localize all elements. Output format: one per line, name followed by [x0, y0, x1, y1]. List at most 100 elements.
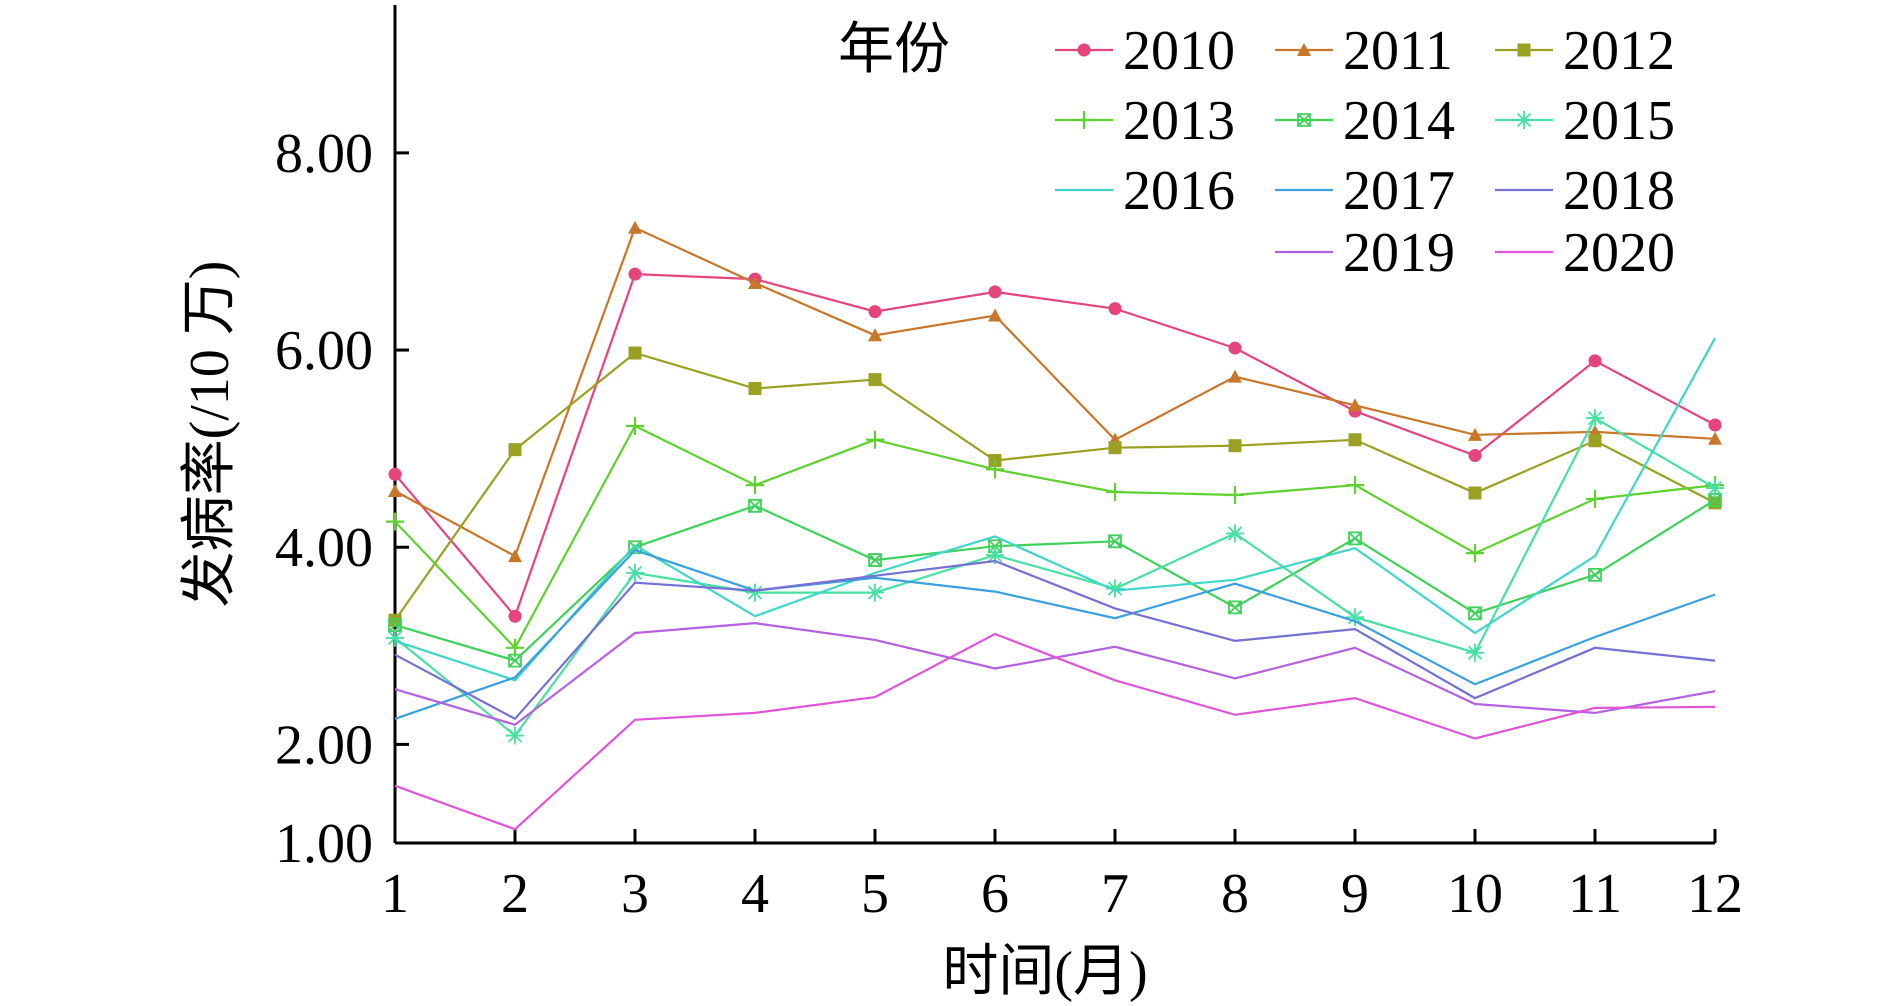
data-point-2010: [988, 285, 1002, 299]
data-point-2013: [626, 416, 644, 435]
x-tick-label: 12: [1687, 863, 1743, 925]
legend-marker-2014: [1297, 113, 1311, 127]
data-point-2014: [1468, 606, 1482, 621]
data-point-2013: [1226, 485, 1244, 504]
x-tick-label: 11: [1568, 863, 1622, 925]
legend-item-2010: 2010: [1055, 20, 1235, 82]
data-point-2012: [1588, 434, 1602, 448]
x-tick-label: 1: [381, 863, 409, 925]
data-point-2011: [1228, 369, 1242, 383]
series-2014: [388, 493, 1722, 668]
legend-marker-2012: [1517, 43, 1531, 57]
series-2019: [394, 621, 1716, 726]
x-tick-label: 4: [741, 863, 769, 925]
data-point-2015: [1706, 479, 1724, 498]
y-tick-label: 4.00: [275, 517, 373, 579]
data-point-2015: [986, 546, 1004, 565]
series-line-2020: [394, 632, 1716, 831]
data-point-2014: [1588, 567, 1602, 582]
legend-title: 年份: [838, 19, 950, 81]
data-point-2011: [1468, 427, 1482, 441]
data-point-2012: [1228, 439, 1242, 453]
legend-label-2019: 2019: [1343, 222, 1455, 284]
data-point-2013: [386, 512, 404, 531]
data-point-2013: [866, 430, 884, 449]
data-point-2015: [866, 583, 884, 602]
legend-label-2020: 2020: [1563, 222, 1675, 284]
legend-label-2018: 2018: [1563, 160, 1675, 222]
y-tick-label: 2.00: [275, 714, 373, 776]
legend-label-2014: 2014: [1343, 90, 1455, 152]
legend-item-2011: 2011: [1275, 20, 1453, 82]
legend-item-2014: 2014: [1275, 90, 1455, 152]
x-tick-label: 5: [861, 863, 889, 925]
data-point-2015: [746, 583, 764, 602]
y-axis-title: 发病率(/10 万): [179, 261, 241, 608]
x-tick-label: 2: [501, 863, 529, 925]
series-line-2018: [394, 559, 1716, 721]
legend-marker-2015: [1515, 111, 1533, 129]
data-point-2012: [628, 346, 642, 360]
y-tick-label: 1.00: [275, 813, 373, 875]
legend-label-2017: 2017: [1343, 160, 1455, 222]
series-line-2010: [394, 272, 1716, 619]
data-point-2011: [868, 328, 882, 342]
legend-marker-2011: [1297, 43, 1311, 56]
data-point-2012: [388, 613, 402, 627]
data-point-2010: [628, 267, 642, 281]
data-point-2014: [1108, 534, 1122, 549]
data-point-2013: [986, 460, 1004, 479]
legend-label-2010: 2010: [1123, 20, 1235, 82]
data-point-2014: [508, 653, 522, 668]
legend-item-2017: 2017: [1275, 160, 1455, 222]
data-point-2014: [1708, 493, 1722, 507]
data-point-2012: [508, 443, 522, 457]
legend-label-2013: 2013: [1123, 90, 1235, 152]
data-point-2010: [508, 609, 522, 623]
data-point-2013: [746, 476, 764, 495]
data-point-2011: [988, 308, 1002, 322]
legend-item-2013: 2013: [1055, 90, 1235, 152]
data-point-2013: [1586, 489, 1604, 508]
data-point-2013: [1466, 544, 1484, 563]
x-tick-label: 7: [1101, 863, 1129, 925]
data-point-2010: [1708, 418, 1722, 432]
data-point-2014: [1228, 600, 1242, 615]
legend-label-2016: 2016: [1123, 160, 1235, 222]
series-line-2014: [394, 498, 1716, 662]
legend-label-2015: 2015: [1563, 90, 1675, 152]
data-point-2011: [1708, 431, 1722, 445]
series-2010: [388, 267, 1722, 623]
series-2011: [388, 220, 1722, 563]
data-point-2010: [1588, 354, 1602, 368]
data-point-2014: [1348, 531, 1362, 546]
data-point-2010: [868, 305, 882, 319]
x-tick-label: 3: [621, 863, 649, 925]
data-point-2011: [1348, 398, 1362, 412]
series-2015: [386, 409, 1724, 745]
data-point-2010: [388, 467, 402, 481]
legend-item-2016: 2016: [1055, 160, 1235, 222]
data-point-2012: [1348, 433, 1362, 447]
data-point-2015: [386, 628, 404, 647]
data-point-2012: [1468, 486, 1482, 500]
series-2017: [394, 548, 1716, 720]
data-point-2012: [1108, 441, 1122, 455]
data-point-2015: [1226, 524, 1244, 543]
y-tick-label: 6.00: [275, 320, 373, 382]
data-point-2015: [1466, 643, 1484, 662]
data-point-2012: [868, 373, 882, 387]
series-line-2013: [394, 424, 1716, 650]
legend-item-2012: 2012: [1495, 20, 1675, 82]
series-line-2017: [394, 548, 1716, 720]
data-point-2014: [748, 498, 762, 513]
legend-label-2012: 2012: [1563, 20, 1675, 82]
data-point-2011: [388, 484, 402, 498]
x-tick-label: 8: [1221, 863, 1249, 925]
series-2020: [394, 632, 1716, 831]
series-line-2016: [394, 337, 1716, 682]
series-2012: [388, 346, 1722, 627]
x-axis-title: 时间(月): [942, 941, 1147, 1003]
x-tick-label: 10: [1447, 863, 1503, 925]
